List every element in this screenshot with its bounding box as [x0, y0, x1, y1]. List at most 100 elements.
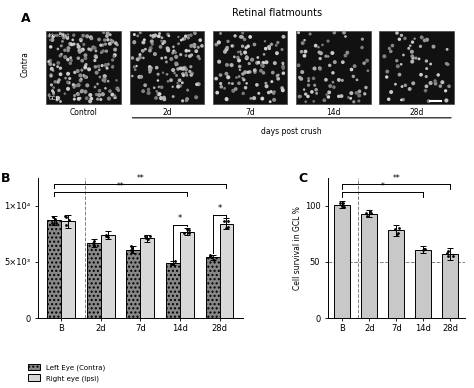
Point — [445, 61, 452, 68]
Point — [236, 63, 244, 69]
Point — [47, 72, 55, 78]
Point — [114, 85, 121, 92]
Text: Contra: Contra — [20, 52, 29, 77]
Point — [325, 94, 332, 100]
Point — [46, 57, 54, 64]
Point — [147, 45, 155, 51]
Point — [88, 95, 95, 102]
Text: days post crush: days post crush — [262, 127, 322, 136]
Point — [56, 53, 64, 59]
Point — [234, 54, 242, 61]
Point — [107, 37, 115, 43]
Point — [324, 53, 332, 59]
Point — [342, 33, 349, 40]
Point — [295, 62, 302, 68]
Point — [177, 83, 184, 89]
Point — [195, 81, 202, 87]
Point — [159, 41, 166, 47]
Point — [409, 55, 417, 61]
Point — [265, 44, 273, 50]
Point — [257, 68, 265, 74]
Point — [347, 90, 355, 96]
Point — [387, 89, 395, 95]
Point — [50, 62, 58, 68]
Point — [430, 43, 438, 50]
Point — [182, 70, 190, 76]
Point — [179, 98, 186, 104]
Point — [191, 30, 199, 36]
Point — [182, 48, 190, 54]
Point — [45, 59, 53, 65]
Point — [155, 84, 163, 90]
Point — [66, 60, 74, 66]
Point — [158, 55, 165, 61]
Point — [224, 218, 231, 225]
Point — [396, 36, 403, 42]
Point — [316, 55, 324, 62]
Point — [172, 62, 180, 68]
Point — [100, 77, 107, 83]
Point — [422, 88, 429, 94]
Point — [328, 50, 336, 56]
Legend: Left Eye (Contra), Right eye (Ipsi): Left Eye (Contra), Right eye (Ipsi) — [25, 361, 108, 385]
Point — [337, 200, 344, 206]
Point — [155, 91, 162, 97]
Point — [169, 50, 176, 56]
Point — [92, 53, 100, 59]
Point — [159, 70, 167, 76]
Point — [228, 43, 236, 49]
Point — [152, 95, 160, 101]
Point — [46, 37, 54, 43]
Point — [101, 73, 109, 79]
Point — [315, 44, 322, 50]
Point — [145, 90, 153, 96]
Point — [443, 97, 450, 104]
Point — [75, 44, 82, 50]
Point — [83, 82, 91, 88]
Bar — [47, 220, 61, 318]
Point — [79, 33, 87, 39]
Point — [103, 33, 111, 39]
Point — [196, 56, 203, 62]
Point — [188, 43, 195, 49]
Point — [262, 80, 270, 87]
Y-axis label: Cell survival in GCL %: Cell survival in GCL % — [293, 206, 302, 290]
Point — [304, 93, 312, 99]
Point — [70, 84, 78, 90]
Point — [423, 58, 430, 64]
Point — [153, 88, 161, 94]
Point — [64, 79, 72, 85]
Point — [77, 47, 85, 54]
Point — [78, 67, 86, 73]
Point — [163, 59, 170, 65]
Point — [187, 72, 195, 78]
Point — [113, 42, 121, 48]
Point — [76, 48, 83, 54]
Point — [112, 40, 119, 46]
Point — [393, 231, 401, 237]
Point — [222, 225, 229, 231]
Point — [339, 200, 347, 206]
Point — [163, 45, 171, 51]
Point — [49, 68, 57, 74]
Point — [133, 63, 140, 69]
Point — [95, 92, 103, 98]
Point — [232, 86, 239, 92]
Point — [299, 40, 307, 46]
Point — [175, 41, 182, 47]
Point — [280, 34, 287, 40]
Point — [302, 91, 310, 97]
Text: Control: Control — [70, 107, 98, 116]
Point — [361, 91, 369, 97]
Point — [243, 54, 251, 60]
Point — [317, 50, 325, 56]
Point — [67, 55, 74, 61]
Point — [170, 48, 178, 54]
Point — [263, 59, 270, 65]
Point — [99, 42, 107, 48]
Point — [319, 42, 326, 48]
Point — [95, 36, 103, 43]
Point — [421, 37, 428, 43]
Point — [444, 248, 452, 254]
Point — [295, 29, 302, 36]
